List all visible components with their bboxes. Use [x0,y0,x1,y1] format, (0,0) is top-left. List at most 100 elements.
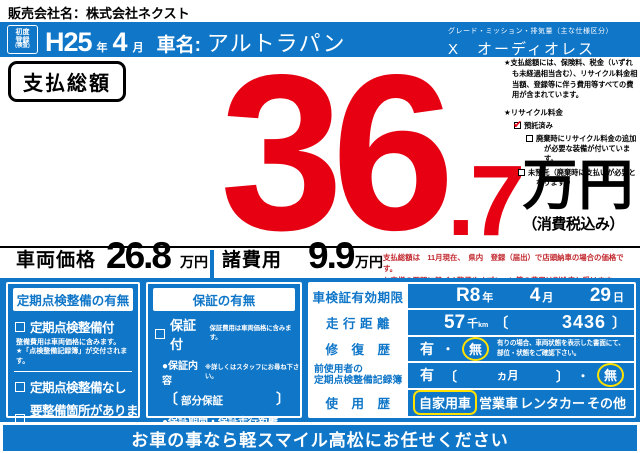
mileage-unit: 千km [467,317,489,330]
maintenance-needed-checkbox[interactable] [15,414,25,425]
deposited-checkbox[interactable]: ✔ [513,119,522,131]
repair-note-2: 部位・状態をご確認下さい。 [497,349,581,357]
warranty-partial-label: 部分保証 [181,395,223,407]
price-breakdown-band: 車両価格 26.8 万円 諸費用 9.9 万円 支払総額は 11月現在、 県内 … [0,235,640,285]
vehicle-price-label: 車両価格 [16,250,97,271]
grade-block: グレード・ミッション・排気量（主な仕様区分） X オーディオレス [448,26,638,59]
warranty-with-note: 保証費用は車両価格に含みます。 [209,325,292,341]
maintenance-with-note-2: ★「点検整備記録簿」が交付されます。 [16,348,128,365]
header-bar: 初度 登録 (検査) H25 年 4 月 車名: アルトラパン グレード・ミッシ… [0,22,640,59]
maintenance-with-label: 定期点検整備付 [30,321,115,335]
badge-line1: 初度 [15,29,30,37]
record-label-1: 前使用者の [314,364,363,376]
warranty-period-label: ●保証期間・保証走行距離 [162,417,279,428]
usage-value: 自家用車 営業車 レンタカー その他 [408,390,634,416]
mileage-bracket-open: 〔 [494,314,509,331]
repair-yes-option[interactable]: 有 [420,340,434,357]
repair-value: 有 ・ 無 有りの場合、車両状態を表示した書面にて、 部位・状態をご確認下さい。 [408,336,634,361]
maintenance-with-note-1: 整備費用は車両価格に含みます。 [16,339,121,346]
table-row-mileage: 走 行 距 離 57 千km 〔 3436 〕 [310,310,634,337]
recycle-notdeposited-row: 未預託（廃棄時に支払いが必要となります。） [504,168,638,188]
inspection-day: 29 [589,285,611,307]
usage-other-option[interactable]: その他 [586,396,626,412]
mileage-value: 57 千km 〔 3436 〕 [408,310,634,334]
record-yes-option[interactable]: 有 [420,367,434,384]
inspection-year-unit: 年 [482,292,494,305]
repair-dot: ・ [442,342,455,357]
repair-note: 有りの場合、車両状態を表示した書面にて、 部位・状態をご確認下さい。 [497,339,625,358]
usage-private-selected[interactable]: 自家用車 [413,390,478,416]
price-decimal: .7 [446,145,525,257]
recycle-addfee-row: 廃棄時にリサイクル料金の追加が必要な装備が付いています。 [504,134,638,164]
registration-month: 4 [112,27,128,57]
addfee-label: 廃棄時にリサイクル料金の追加が必要な装備が付いています。 [536,134,637,164]
warranty-with-label: 保証付 [170,318,197,352]
inspection-month-unit: 月 [542,292,554,305]
record-months-unit: ヵ月 [496,370,519,383]
repair-no-option-selected[interactable]: 無 [462,336,490,361]
fees-unit: 万円 [355,254,383,270]
bracket-open: 〔 [164,391,178,407]
mileage-number: 57 [444,311,466,333]
table-row-maintenance-record: 前使用者の 定期点検整備記録簿 有 〔 ヵ月 〕 ・ 無 [310,363,634,390]
record-bracket-close: 〕 [555,368,569,384]
record-value: 有 〔 ヵ月 〕 ・ 無 [408,363,634,388]
tax-included-note: （消費税込み） [522,216,624,233]
table-row-repair-history: 修 復 歴 有 ・ 無 有りの場合、車両状態を表示した書面にて、 部位・状態をご… [310,336,634,364]
grade-caption: グレード・ミッション・排気量（主な仕様区分） [448,28,613,35]
grade-value: X オーディオレス [448,41,595,58]
registration-era-year: H25 [45,27,93,57]
maintenance-box: 定期点検整備の有無 定期点検整備付 整備費用は車両価格に含みます。 ★「点検整備… [6,282,140,453]
record-label-2: 定期点検整備記録簿 [314,375,403,387]
maintenance-without-checkbox[interactable] [15,381,25,392]
first-registration-badge: 初度 登録 (検査) [7,25,38,54]
record-bracket-open: 〔 [444,368,458,384]
maintenance-with-row: 定期点検整備付 [8,317,138,336]
maintenance-with-checkbox[interactable] [15,321,25,332]
odometer-value: 3436 [561,312,606,333]
maintenance-with-note: 整備費用は車両価格に含みます。 ★「点検整備記録簿」が交付されます。 [8,338,138,366]
maintenance-needed-note-2: 部位・状態をご確認下さい。 [8,451,138,453]
warranty-content-note: ※詳しくはスタッフにお尋ね下さい。 [204,364,300,380]
bracket-close: 〕 [276,391,290,407]
red-check-icon: ✔ [513,119,523,132]
warranty-with-row: 保証付 保証費用は車両価格に含みます。 [148,315,300,353]
mileage-label: 走 行 距 離 [310,310,408,335]
price-integer: 36 [220,29,455,278]
fees-value: 9.9 [308,235,355,276]
deposited-label: 預託済み [524,121,553,131]
maintenance-divider [14,371,132,373]
mileage-bracket-close: 〕 [612,314,626,331]
inspection-day-unit: 日 [612,292,624,305]
band-note-1: 支払総額は 11月現在、 県内 登録（届出）で店頭納車の場合の価格です。 [383,253,624,274]
car-name-value: アルトラパン [206,31,346,56]
addfee-checkbox[interactable] [526,135,533,143]
record-label: 前使用者の 定期点検整備記録簿 [310,363,408,388]
warranty-with-checkbox[interactable] [155,329,165,339]
total-includes-note: ★支払総額には、保険料、税金（いずれも未経過相当含む）、リサイクル料金相当額、登… [504,58,638,100]
repair-note-1: 有りの場合、車両状態を表示した書面にて、 [497,340,625,348]
warranty-period-row: ●保証期間・保証走行距離 [148,413,300,428]
price-unit: 万円 [522,153,635,216]
usage-label: 使 用 歴 [310,389,408,416]
maintenance-without-label: 定期点検整備なし [30,381,127,396]
badge-line2: 登録 [15,36,30,44]
usage-rental-option[interactable]: レンタカー [519,396,585,412]
record-dot: ・ [576,368,589,383]
warranty-partial-row: 〔 部分保証 〕 [148,389,300,409]
fees-label: 諸費用 [222,250,283,271]
vehicle-condition-section: 定期点検整備の有無 定期点検整備付 整備費用は車両価格に含みます。 ★「点検整備… [0,278,640,453]
table-row-usage-history: 使 用 歴 自家用車 営業車 レンタカー その他 [310,389,634,416]
dealer-name: 販売会社名：株式会社ネクスト [8,6,190,21]
notdeposited-checkbox[interactable] [518,168,525,176]
usage-commercial-option[interactable]: 営業車 [478,396,518,412]
warranty-content-row: ●保証内容 ※詳しくはスタッフにお尋ね下さい。 [148,357,300,387]
warranty-box: 保証の有無 保証付 保証費用は車両価格に含みます。 ●保証内容 ※詳しくはスタッ… [146,282,302,452]
inspection-label: 車検証有効期限 [310,284,408,309]
year-unit: 年 [96,42,108,54]
record-no-option-selected[interactable]: 無 [596,363,624,388]
vehicle-price-unit: 万円 [180,254,208,270]
